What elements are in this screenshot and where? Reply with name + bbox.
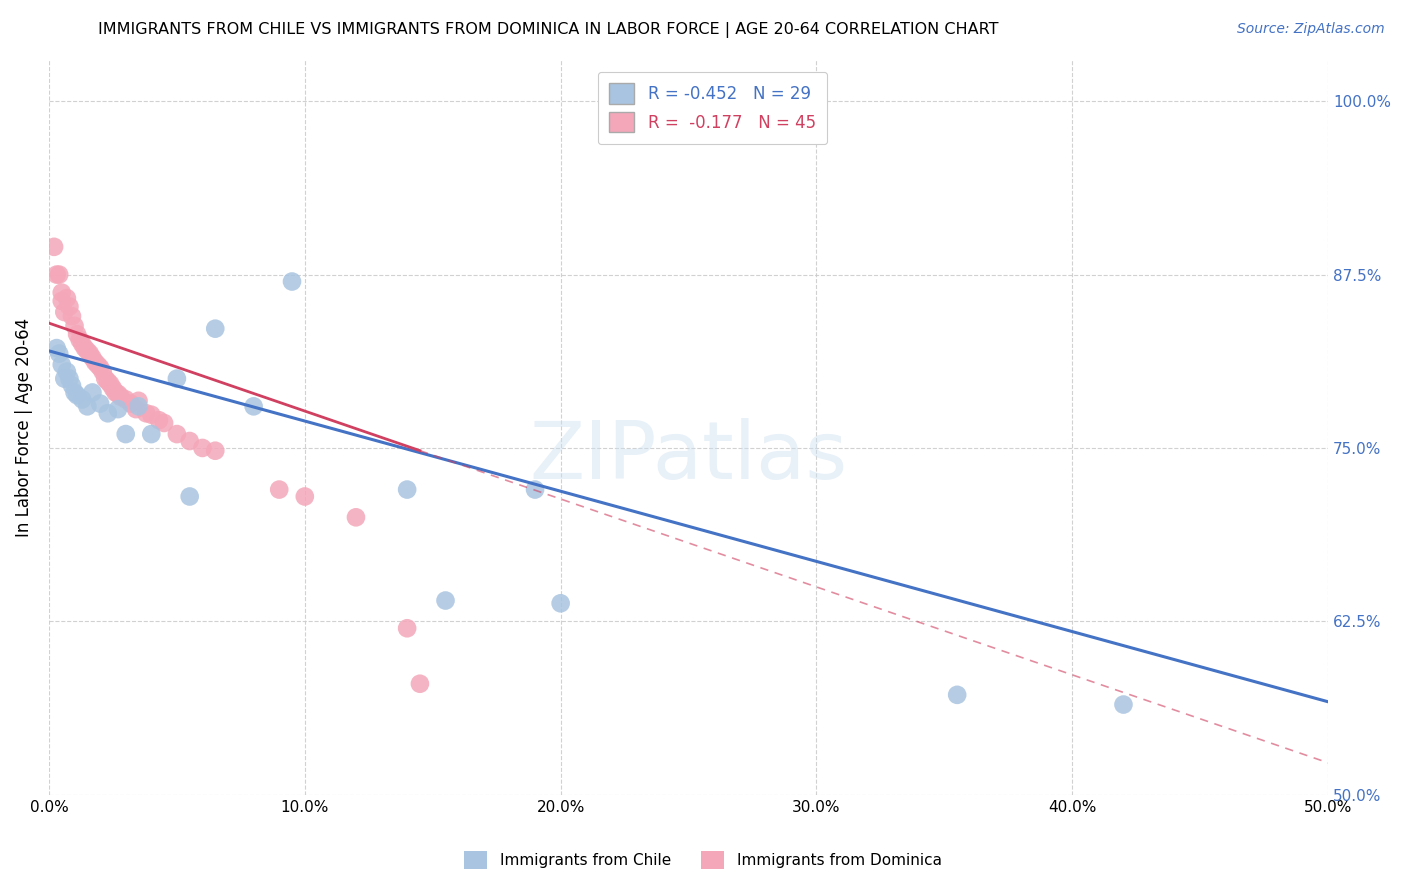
Point bbox=[70, 392, 93, 407]
Point bbox=[141, 408, 163, 422]
Point bbox=[66, 388, 89, 402]
Point bbox=[60, 309, 83, 323]
Point bbox=[63, 385, 86, 400]
Text: Source: ZipAtlas.com: Source: ZipAtlas.com bbox=[1237, 22, 1385, 37]
Point bbox=[242, 400, 264, 414]
Point bbox=[107, 387, 129, 401]
Point bbox=[434, 593, 457, 607]
Point bbox=[84, 355, 107, 369]
Point bbox=[281, 275, 304, 289]
Point bbox=[141, 427, 163, 442]
Point bbox=[82, 385, 104, 400]
Point bbox=[148, 413, 170, 427]
Point bbox=[48, 346, 70, 360]
Point bbox=[56, 365, 79, 379]
Point bbox=[946, 688, 969, 702]
Point bbox=[204, 321, 226, 335]
Point bbox=[76, 343, 98, 358]
Point bbox=[101, 381, 124, 395]
Legend: R = -0.452   N = 29, R =  -0.177   N = 45: R = -0.452 N = 29, R = -0.177 N = 45 bbox=[598, 71, 827, 144]
Point bbox=[104, 385, 127, 400]
Point bbox=[53, 371, 76, 385]
Point bbox=[128, 400, 150, 414]
Point bbox=[114, 392, 136, 407]
Text: IMMIGRANTS FROM CHILE VS IMMIGRANTS FROM DOMINICA IN LABOR FORCE | AGE 20-64 COR: IMMIGRANTS FROM CHILE VS IMMIGRANTS FROM… bbox=[98, 22, 998, 38]
Point bbox=[128, 393, 150, 408]
Point bbox=[66, 327, 89, 342]
Point bbox=[204, 443, 226, 458]
Point bbox=[100, 377, 122, 392]
Point bbox=[70, 337, 93, 351]
Point bbox=[86, 358, 108, 372]
Point bbox=[42, 240, 65, 254]
Legend: Immigrants from Chile, Immigrants from Dominica: Immigrants from Chile, Immigrants from D… bbox=[458, 845, 948, 875]
Point bbox=[269, 483, 291, 497]
Point bbox=[73, 341, 96, 355]
Point bbox=[524, 483, 547, 497]
Point bbox=[1112, 698, 1135, 712]
Point bbox=[396, 483, 419, 497]
Point bbox=[53, 305, 76, 319]
Point bbox=[69, 333, 91, 347]
Point bbox=[58, 371, 80, 385]
Point bbox=[51, 358, 73, 372]
Point bbox=[56, 291, 79, 305]
Point bbox=[76, 400, 98, 414]
Point bbox=[191, 441, 214, 455]
Point bbox=[51, 285, 73, 300]
Text: ZIPatlas: ZIPatlas bbox=[530, 417, 848, 496]
Point bbox=[63, 318, 86, 333]
Point bbox=[45, 341, 67, 355]
Point bbox=[135, 406, 157, 420]
Point bbox=[48, 268, 70, 282]
Point bbox=[550, 596, 572, 610]
Point bbox=[120, 396, 142, 410]
Point bbox=[89, 360, 111, 375]
Point bbox=[166, 427, 188, 442]
Point bbox=[58, 300, 80, 314]
Point bbox=[153, 416, 176, 430]
Point bbox=[89, 396, 111, 410]
Point bbox=[409, 677, 432, 691]
Y-axis label: In Labor Force | Age 20-64: In Labor Force | Age 20-64 bbox=[15, 318, 32, 537]
Point bbox=[107, 402, 129, 417]
Point bbox=[125, 402, 148, 417]
Point bbox=[166, 371, 188, 385]
Point bbox=[344, 510, 367, 524]
Point bbox=[51, 293, 73, 308]
Point bbox=[60, 378, 83, 392]
Point bbox=[114, 427, 136, 442]
Point bbox=[179, 490, 201, 504]
Point bbox=[45, 268, 67, 282]
Point bbox=[91, 365, 114, 379]
Point bbox=[82, 351, 104, 365]
Point bbox=[294, 490, 316, 504]
Point bbox=[110, 390, 132, 404]
Point bbox=[94, 371, 117, 385]
Point bbox=[179, 434, 201, 448]
Point bbox=[396, 621, 419, 635]
Point bbox=[97, 406, 120, 420]
Point bbox=[97, 375, 120, 389]
Point bbox=[79, 346, 101, 360]
